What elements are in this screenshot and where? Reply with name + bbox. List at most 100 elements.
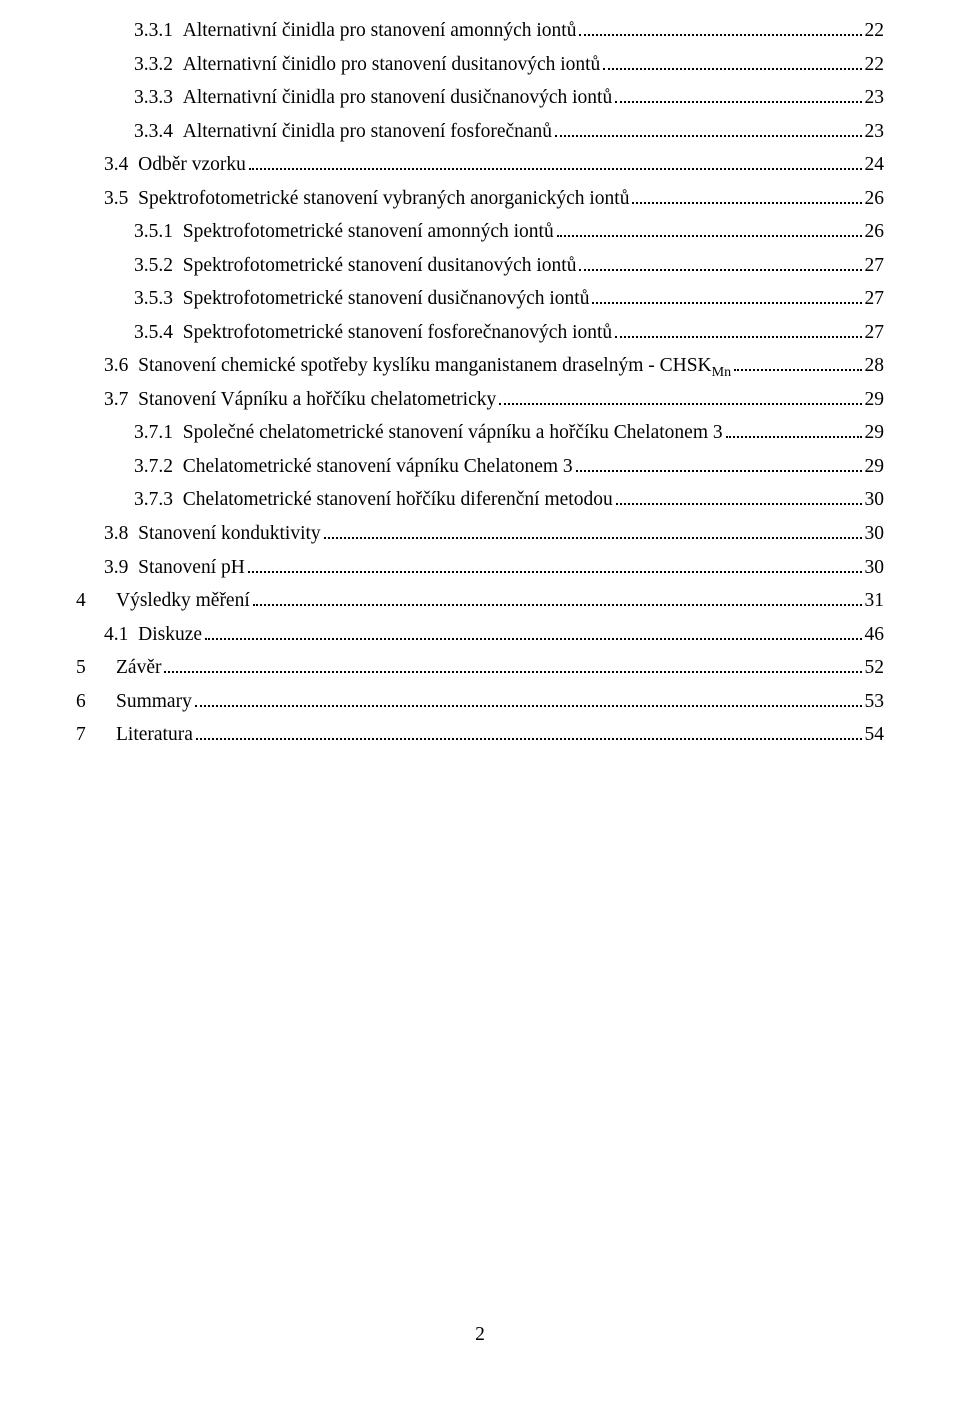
toc-entry-title: Závěr <box>116 651 161 685</box>
toc-entry: 6Summary 53 <box>76 685 884 719</box>
toc-entry-title: Chelatometrické stanovení hořčíku difere… <box>183 483 613 517</box>
toc-entry-title: Odběr vzorku <box>138 148 246 182</box>
toc-entry-page: 30 <box>865 551 885 585</box>
toc-entry-number: 3.3.3 <box>134 81 173 115</box>
toc-entry-number: 3.7.2 <box>134 450 173 484</box>
toc-leader-dots <box>734 369 861 371</box>
toc-entry-page: 29 <box>865 450 885 484</box>
toc-entry: 3.4 Odběr vzorku 24 <box>76 148 884 182</box>
toc-entry-page: 28 <box>865 349 885 383</box>
toc-leader-dots <box>615 101 861 103</box>
toc-entry-number: 3.5.2 <box>134 249 173 283</box>
table-of-contents: 3.3.1 Alternativní činidla pro stanovení… <box>76 14 884 752</box>
toc-entry-title: Spektrofotometrické stanovení dusitanový… <box>183 249 577 283</box>
toc-entry: 3.5.2 Spektrofotometrické stanovení dusi… <box>76 249 884 283</box>
toc-entry-title: Literatura <box>116 718 193 752</box>
toc-entry-number: 3.3.4 <box>134 115 173 149</box>
toc-leader-dots <box>253 604 862 606</box>
toc-entry: 3.5.3 Spektrofotometrické stanovení dusi… <box>76 282 884 316</box>
toc-entry-page: 30 <box>865 483 885 517</box>
page-number: 2 <box>0 1318 960 1352</box>
toc-entry-number: 3.3.1 <box>134 14 173 48</box>
toc-entry-title: Stanovení pH <box>138 551 245 585</box>
toc-entry-page: 27 <box>865 249 885 283</box>
toc-entry: 3.3.3 Alternativní činidla pro stanovení… <box>76 81 884 115</box>
toc-leader-dots <box>615 336 861 338</box>
toc-entry: 3.3.4 Alternativní činidla pro stanovení… <box>76 115 884 149</box>
toc-leader-dots <box>195 705 862 707</box>
toc-leader-dots <box>324 537 862 539</box>
toc-entry-number: 7 <box>76 718 116 752</box>
toc-entry-title: Spektrofotometrické stanovení vybraných … <box>138 182 629 216</box>
toc-entry: 3.3.1 Alternativní činidla pro stanovení… <box>76 14 884 48</box>
toc-entry: 4.1 Diskuze46 <box>76 618 884 652</box>
toc-leader-dots <box>579 34 861 36</box>
toc-leader-dots <box>726 436 862 438</box>
toc-entry-page: 30 <box>865 517 885 551</box>
toc-entry-page: 23 <box>865 81 885 115</box>
toc-entry-number: 3.9 <box>104 551 128 585</box>
toc-entry-page: 26 <box>865 215 885 249</box>
toc-entry: 3.5 Spektrofotometrické stanovení vybran… <box>76 182 884 216</box>
toc-entry: 3.9 Stanovení pH 30 <box>76 551 884 585</box>
toc-entry-page: 27 <box>865 282 885 316</box>
toc-leader-dots <box>499 403 861 405</box>
toc-entry-title: Chelatometrické stanovení vápníku Chelat… <box>183 450 573 484</box>
toc-entry: 3.7.2 Chelatometrické stanovení vápníku … <box>76 450 884 484</box>
toc-entry-number: 3.6 <box>104 349 128 383</box>
toc-entry-page: 31 <box>865 584 885 618</box>
toc-leader-dots <box>196 738 862 740</box>
toc-entry-title: Alternativní činidla pro stanovení dusič… <box>183 81 612 115</box>
toc-entry-page: 53 <box>865 685 885 719</box>
toc-entry-title: Alternativní činidla pro stanovení amonn… <box>183 14 577 48</box>
toc-entry-title: Spektrofotometrické stanovení fosforečna… <box>183 316 612 350</box>
toc-entry-number: 5 <box>76 651 116 685</box>
toc-entry-title: Stanovení chemické spotřeby kyslíku mang… <box>138 349 731 383</box>
toc-entry-page: 24 <box>865 148 885 182</box>
toc-entry: 4Výsledky měření 31 <box>76 584 884 618</box>
toc-entry-number: 4.1 <box>104 618 128 652</box>
toc-entry-page: 52 <box>865 651 885 685</box>
toc-entry-page: 29 <box>865 383 885 417</box>
toc-entry-number: 6 <box>76 685 116 719</box>
toc-entry-number: 3.7.3 <box>134 483 173 517</box>
toc-entry-page: 29 <box>865 416 885 450</box>
toc-entry-page: 54 <box>865 718 885 752</box>
toc-entry-number: 3.5.1 <box>134 215 173 249</box>
toc-leader-dots <box>557 235 862 237</box>
toc-entry-page: 46 <box>865 618 885 652</box>
toc-leader-dots <box>579 269 861 271</box>
toc-leader-dots <box>205 638 861 640</box>
toc-entry-number: 3.5.4 <box>134 316 173 350</box>
toc-entry-title: Výsledky měření <box>116 584 250 618</box>
toc-entry: 3.7 Stanovení Vápníku a hořčíku chelatom… <box>76 383 884 417</box>
toc-leader-dots <box>555 135 861 137</box>
toc-entry-title: Alternativní činidlo pro stanovení dusit… <box>183 48 601 82</box>
toc-entry-title: Alternativní činidla pro stanovení fosfo… <box>183 115 552 149</box>
toc-leader-dots <box>248 571 862 573</box>
toc-entry-page: 23 <box>865 115 885 149</box>
toc-entry: 3.5.1 Spektrofotometrické stanovení amon… <box>76 215 884 249</box>
toc-leader-dots <box>632 202 861 204</box>
toc-entry-page: 26 <box>865 182 885 216</box>
toc-entry-number: 3.7.1 <box>134 416 173 450</box>
toc-leader-dots <box>576 470 862 472</box>
toc-entry: 5Závěr 52 <box>76 651 884 685</box>
toc-entry-number: 3.7 <box>104 383 128 417</box>
toc-entry-number: 4 <box>76 584 116 618</box>
toc-leader-dots <box>592 302 861 304</box>
toc-entry: 3.5.4 Spektrofotometrické stanovení fosf… <box>76 316 884 350</box>
toc-entry-number: 3.8 <box>104 517 128 551</box>
toc-entry: 3.3.2 Alternativní činidlo pro stanovení… <box>76 48 884 82</box>
toc-entry-title: Summary <box>116 685 192 719</box>
toc-entry-title: Stanovení Vápníku a hořčíku chelatometri… <box>138 383 496 417</box>
toc-entry-number: 3.5.3 <box>134 282 173 316</box>
toc-entry-title: Stanovení konduktivity <box>138 517 321 551</box>
toc-entry: 3.7.1 Společné chelatometrické stanovení… <box>76 416 884 450</box>
toc-entry-number: 3.3.2 <box>134 48 173 82</box>
toc-leader-dots <box>603 68 861 70</box>
toc-entry-page: 22 <box>865 14 885 48</box>
toc-entry: 3.7.3 Chelatometrické stanovení hořčíku … <box>76 483 884 517</box>
toc-entry-number: 3.4 <box>104 148 128 182</box>
toc-entry: 3.8 Stanovení konduktivity 30 <box>76 517 884 551</box>
